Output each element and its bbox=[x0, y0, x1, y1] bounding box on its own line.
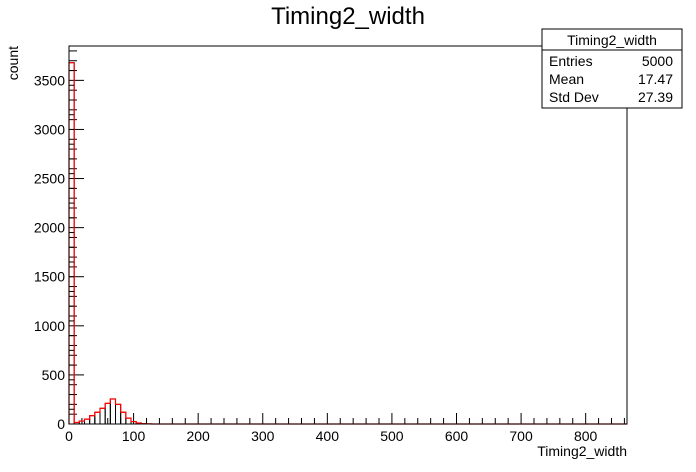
histogram-bar bbox=[115, 403, 122, 425]
x-tick-label: 400 bbox=[316, 428, 340, 444]
y-tick-label: 2500 bbox=[34, 171, 65, 187]
x-tick-label: 300 bbox=[251, 428, 275, 444]
stats-mean-label: Mean bbox=[549, 71, 584, 87]
histogram-bar bbox=[120, 411, 127, 425]
stats-stddev-value: 27.39 bbox=[638, 89, 673, 105]
y-tick-label: 3500 bbox=[34, 72, 65, 88]
x-tick-label: 100 bbox=[122, 428, 146, 444]
x-tick-label: 200 bbox=[186, 428, 210, 444]
stats-mean-value: 17.47 bbox=[638, 71, 673, 87]
chart-title: Timing2_width bbox=[271, 3, 425, 30]
histogram-bar bbox=[125, 417, 132, 425]
y-tick-label: 1500 bbox=[34, 269, 65, 285]
y-axis-label: count bbox=[5, 46, 21, 80]
x-tick-label: 700 bbox=[509, 428, 533, 444]
histogram-bar bbox=[84, 418, 91, 425]
stats-stddev-label: Std Dev bbox=[549, 89, 599, 105]
x-tick-label: 600 bbox=[445, 428, 469, 444]
histogram-bar bbox=[94, 411, 101, 425]
histogram-bar bbox=[89, 415, 96, 425]
y-tick-label: 1000 bbox=[34, 318, 65, 334]
histogram-bar bbox=[109, 398, 117, 425]
x-tick-label: 0 bbox=[65, 428, 73, 444]
stats-box: Timing2_width Entries 5000 Mean 17.47 St… bbox=[541, 28, 683, 109]
histogram-bar bbox=[68, 62, 75, 425]
y-tick-label: 3000 bbox=[34, 121, 65, 137]
x-axis-label: Timing2_width bbox=[537, 443, 627, 459]
y-tick-label: 2000 bbox=[34, 220, 65, 236]
histogram-bar bbox=[99, 407, 106, 425]
stats-entries-value: 5000 bbox=[642, 53, 673, 69]
plot-frame bbox=[68, 45, 628, 425]
stats-box-frame bbox=[541, 28, 683, 109]
y-tick-label: 500 bbox=[42, 367, 66, 383]
histogram-bars bbox=[68, 62, 627, 425]
x-tick-label: 500 bbox=[380, 428, 404, 444]
fit-line bbox=[68, 62, 627, 425]
y-tick-label: 0 bbox=[57, 416, 65, 432]
axis-ticks: 0 100 200 300 400 500 600 700 800 0 500 1000 1500 200… bbox=[34, 50, 625, 444]
stats-entries-label: Entries bbox=[549, 53, 593, 69]
x-tick-label: 800 bbox=[574, 428, 598, 444]
stats-box-title: Timing2_width bbox=[567, 32, 657, 48]
